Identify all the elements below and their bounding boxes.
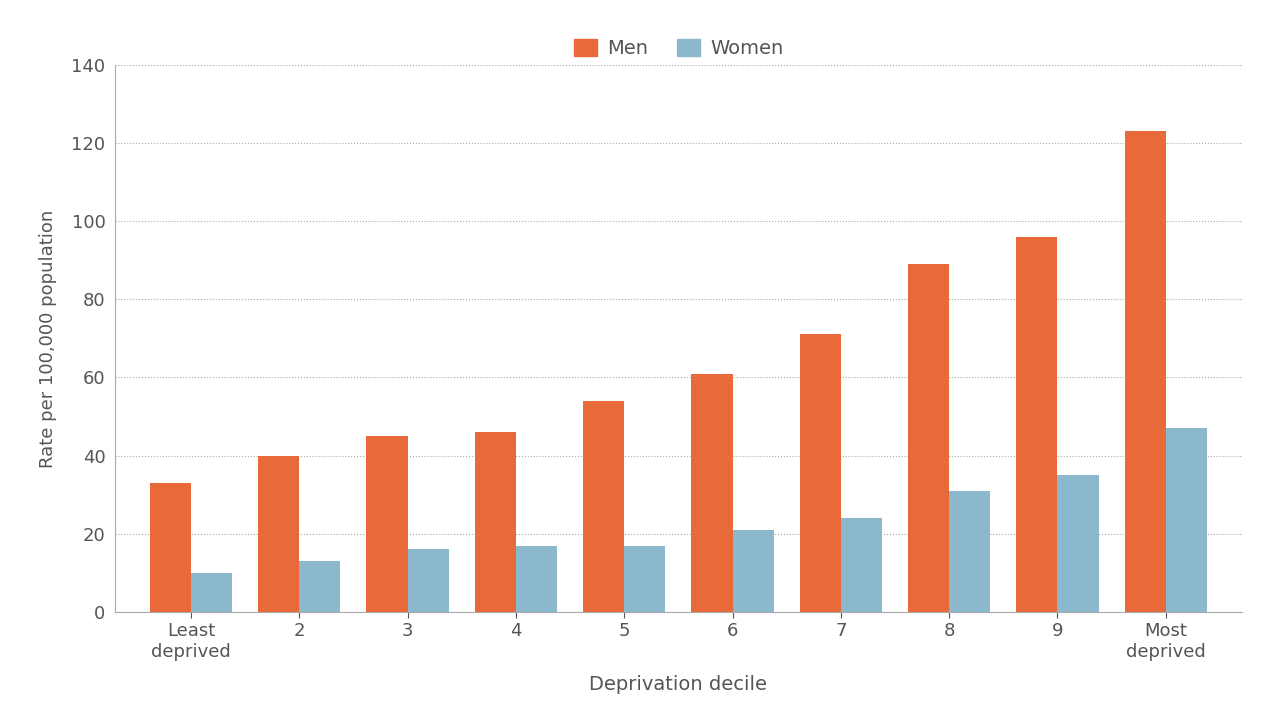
Bar: [475, 432, 516, 612]
Bar: [625, 546, 666, 612]
Bar: [584, 401, 625, 612]
Bar: [1125, 131, 1166, 612]
Bar: [1016, 237, 1057, 612]
Bar: [407, 549, 449, 612]
Bar: [191, 573, 232, 612]
Bar: [1166, 428, 1207, 612]
Bar: [300, 561, 340, 612]
Legend: Men, Women: Men, Women: [566, 31, 791, 66]
Bar: [150, 483, 191, 612]
X-axis label: Deprivation decile: Deprivation decile: [589, 675, 768, 694]
Bar: [1057, 475, 1098, 612]
Bar: [841, 518, 882, 612]
Bar: [908, 264, 950, 612]
Bar: [732, 530, 773, 612]
Bar: [691, 374, 732, 612]
Bar: [259, 456, 300, 612]
Bar: [800, 335, 841, 612]
Y-axis label: Rate per 100,000 population: Rate per 100,000 population: [40, 210, 58, 467]
Bar: [366, 436, 407, 612]
Bar: [516, 546, 557, 612]
Bar: [950, 491, 991, 612]
